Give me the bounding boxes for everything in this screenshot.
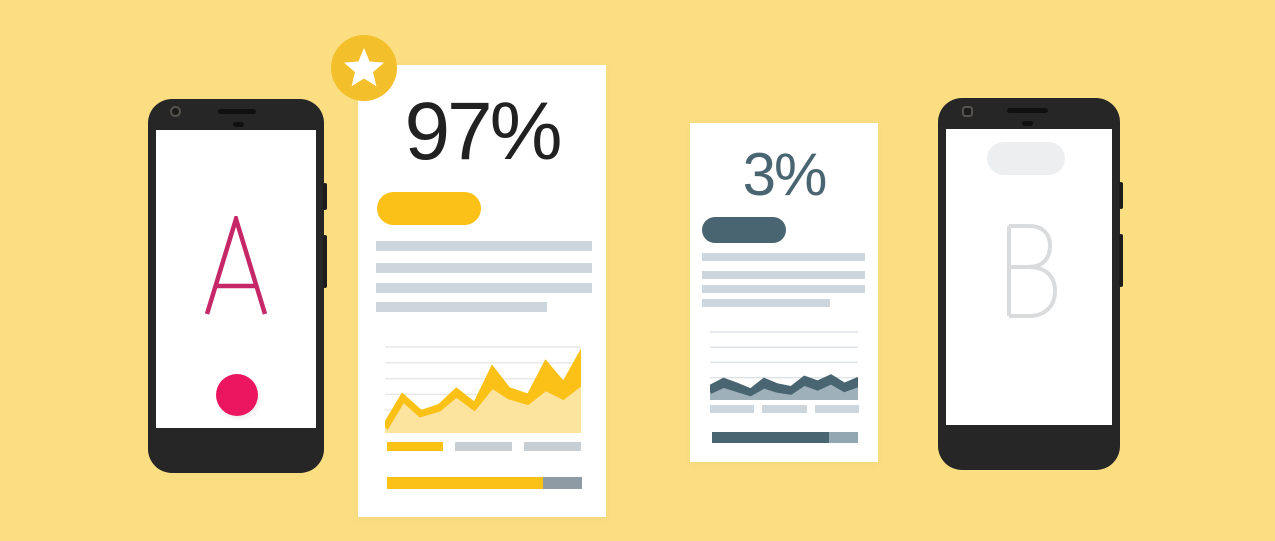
- progress-bar-a: [387, 477, 582, 489]
- text-placeholder-block: [702, 253, 865, 307]
- power-button: [323, 183, 327, 210]
- sensor-dot: [233, 122, 244, 127]
- result-card-b: 3%: [690, 123, 878, 462]
- text-placeholder-line: [376, 302, 547, 312]
- chart-area-lower: [710, 381, 858, 400]
- progress-fill-b: [712, 432, 829, 443]
- speaker-grill: [1007, 108, 1048, 113]
- title-pill-a: [377, 192, 481, 225]
- trend-chart-a: [385, 346, 581, 433]
- title-pill-b: [702, 217, 786, 243]
- chart-line: [710, 378, 858, 397]
- text-placeholder-line: [702, 285, 865, 293]
- legend-swatch: [815, 405, 859, 413]
- chart-line: [385, 379, 581, 430]
- phone-b-screen: [946, 129, 1112, 425]
- result-card-a: 97%: [331, 35, 606, 517]
- letter-b-glyph: [1007, 224, 1058, 318]
- text-placeholder-block: [376, 241, 592, 312]
- text-placeholder-line: [702, 299, 830, 307]
- volume-button: [1119, 234, 1123, 287]
- chart-area-lower: [385, 382, 581, 433]
- legend-swatch: [762, 405, 807, 413]
- progress-fill-a: [387, 477, 543, 489]
- sensor-dot: [1022, 121, 1033, 126]
- text-placeholder-line: [376, 263, 592, 273]
- pink-dot: [216, 374, 258, 416]
- score-a: 97%: [404, 86, 562, 177]
- chart-legend-b: [710, 405, 859, 413]
- power-button: [1119, 182, 1123, 209]
- text-placeholder-line: [376, 283, 592, 293]
- speaker-grill: [218, 109, 256, 114]
- chart-legend-a: [387, 442, 581, 451]
- camera-icon: [170, 106, 181, 117]
- score-b: 3%: [742, 141, 828, 208]
- text-placeholder-line: [702, 271, 865, 279]
- camera-icon: [962, 106, 973, 117]
- legend-swatch: [524, 442, 581, 451]
- phone-a: [148, 99, 327, 473]
- letter-a-glyph: [204, 216, 268, 315]
- volume-button: [323, 235, 327, 288]
- phone-a-screen: [156, 130, 316, 428]
- text-placeholder-line: [702, 253, 865, 261]
- phone-b: [938, 98, 1123, 470]
- star-icon: [344, 48, 384, 87]
- progress-bar-b: [712, 432, 858, 443]
- header-pill: [987, 142, 1065, 175]
- legend-swatch: [387, 442, 443, 451]
- legend-swatch: [710, 405, 754, 413]
- text-placeholder-line: [376, 241, 592, 251]
- star-badge: [331, 35, 397, 101]
- legend-swatch: [455, 442, 512, 451]
- trend-chart-b: [710, 331, 858, 400]
